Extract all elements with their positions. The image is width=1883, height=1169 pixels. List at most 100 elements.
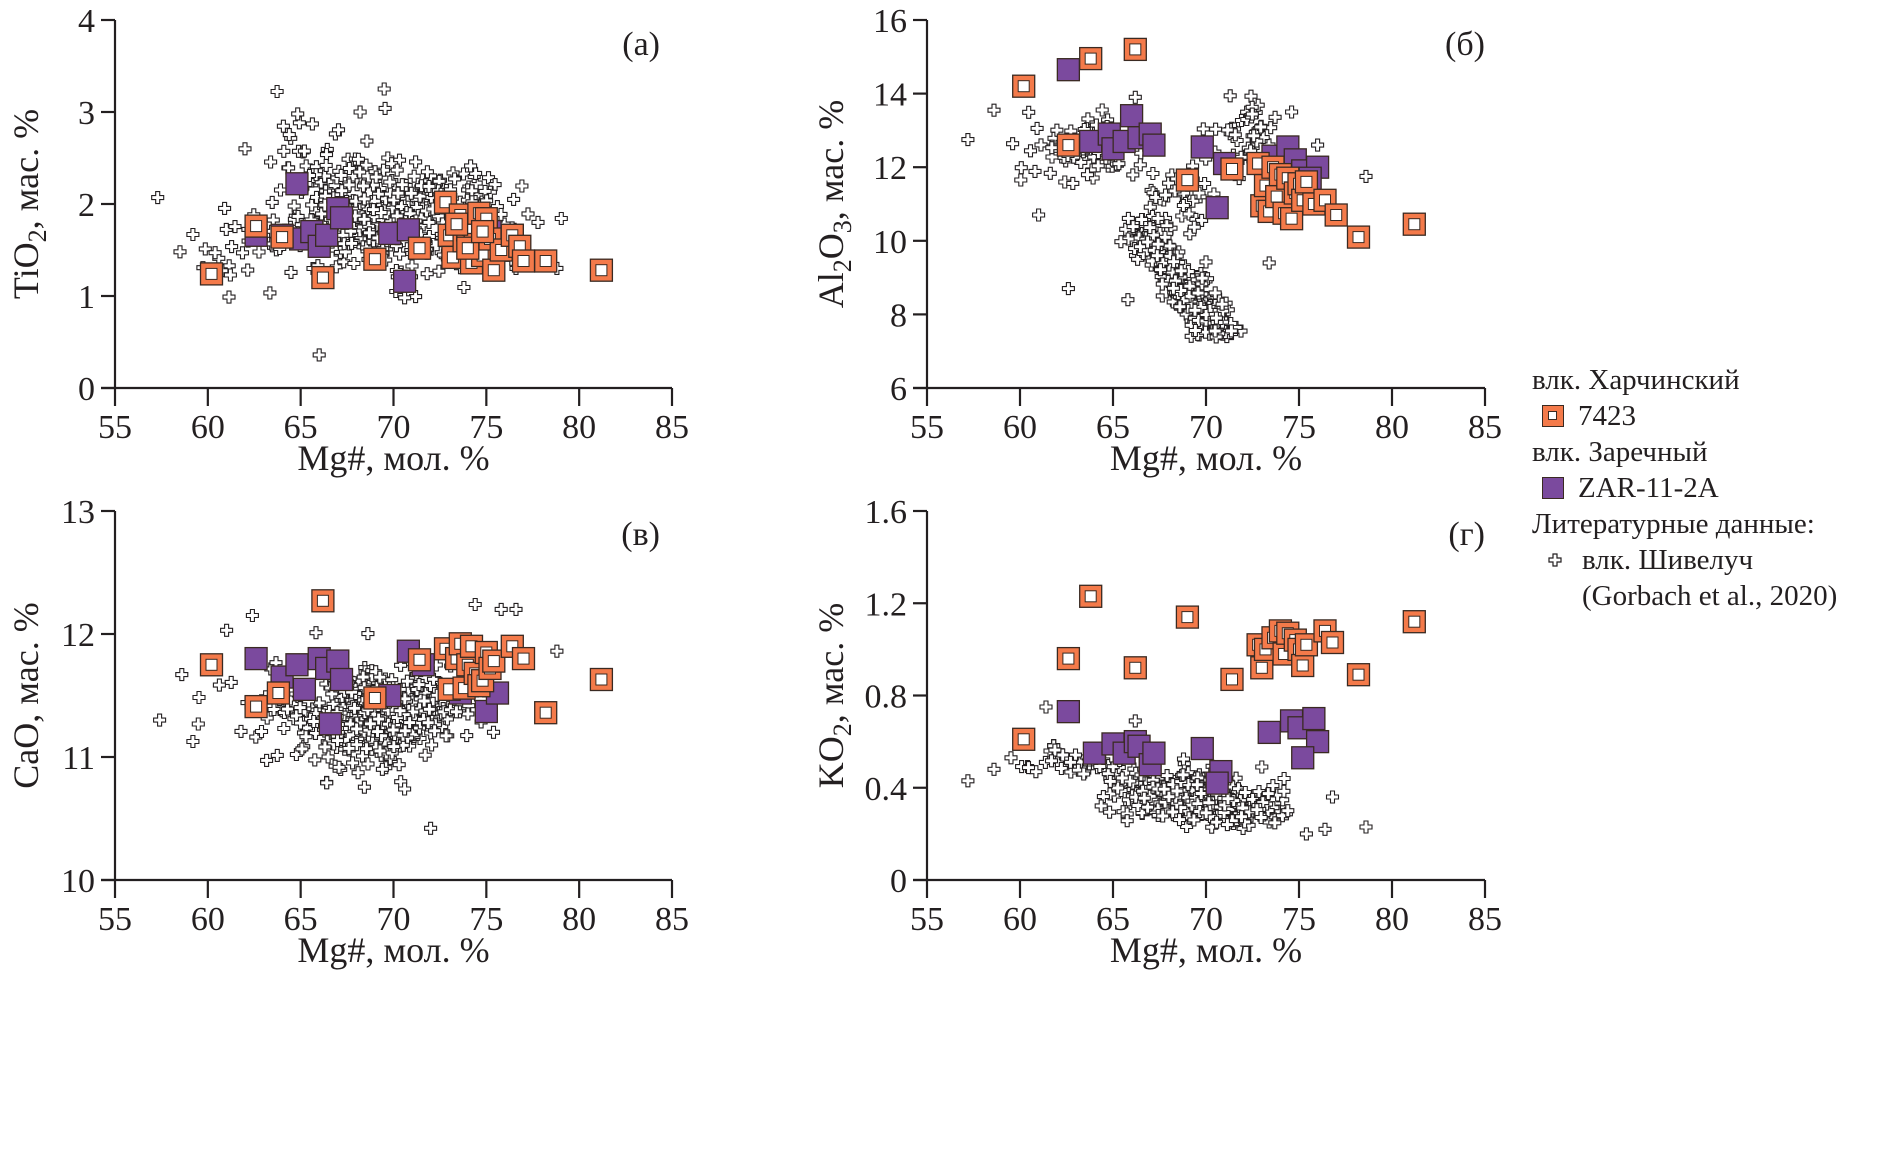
cross-point bbox=[238, 142, 252, 156]
filled-square-point bbox=[285, 653, 309, 677]
cross-point bbox=[175, 668, 189, 682]
cross-point bbox=[305, 117, 319, 131]
cross-point bbox=[234, 724, 248, 738]
x-tick-label: 65 bbox=[1096, 409, 1130, 446]
y-tick-label: 1.2 bbox=[865, 586, 908, 623]
y-axis-title-part: Al bbox=[811, 272, 851, 308]
cross-point bbox=[369, 170, 383, 184]
cross-point bbox=[308, 726, 323, 740]
open-square-point bbox=[1294, 633, 1319, 657]
y-axis-title-part: O bbox=[811, 233, 851, 259]
legend-group-kharchinsky-title: влк. Харчинский bbox=[1532, 362, 1837, 398]
cross-point bbox=[1247, 129, 1261, 143]
y-axis-title-part: , мас. % bbox=[6, 602, 46, 722]
x-tick-label: 70 bbox=[377, 409, 411, 446]
y-axis-title-subscript: 3 bbox=[828, 220, 857, 233]
cross-point bbox=[1359, 169, 1373, 183]
cross-point bbox=[351, 152, 365, 166]
cross-point bbox=[332, 760, 346, 774]
cross-point bbox=[1121, 293, 1135, 307]
legend: влк. Харчинский 7423 влк. Заречный ZAR-1… bbox=[1532, 362, 1837, 614]
cross-point bbox=[312, 348, 326, 362]
filled-square-point bbox=[1302, 706, 1326, 731]
y-axis-title-subscript: 2 bbox=[828, 723, 857, 736]
cross-point bbox=[961, 133, 975, 147]
cross-point bbox=[1043, 166, 1057, 180]
x-axis-title: Mg#, мол. % bbox=[297, 438, 489, 478]
cross-point bbox=[1208, 286, 1222, 300]
open-square-point bbox=[270, 225, 294, 249]
open-square-point bbox=[1220, 667, 1244, 692]
cross-point bbox=[356, 179, 370, 193]
cross-point bbox=[1137, 791, 1151, 805]
y-tick-label: 0.8 bbox=[865, 679, 908, 716]
legend-group-zarechny-title: влк. Заречный bbox=[1532, 434, 1837, 470]
cross-point bbox=[360, 134, 374, 148]
cross-point bbox=[277, 144, 291, 158]
cross-point bbox=[409, 155, 423, 169]
cross-point bbox=[390, 163, 404, 177]
cross-point bbox=[1199, 806, 1213, 820]
y-axis-title-subscript: 2 bbox=[23, 229, 52, 242]
cross-point bbox=[225, 240, 239, 254]
cross-point bbox=[378, 101, 392, 115]
open-square-point bbox=[1079, 46, 1103, 71]
cross-point bbox=[1205, 820, 1219, 834]
cross-point bbox=[422, 702, 436, 716]
cross-point bbox=[393, 704, 407, 718]
cross-point bbox=[1112, 157, 1126, 171]
x-tick-label: 80 bbox=[562, 901, 596, 938]
cross-point bbox=[439, 729, 453, 743]
cross-point bbox=[961, 774, 975, 788]
open-square-point bbox=[1346, 663, 1371, 687]
cross-point bbox=[1151, 237, 1165, 251]
cross-point bbox=[1172, 813, 1187, 827]
open-square-point bbox=[266, 681, 291, 705]
cross-point bbox=[1096, 790, 1110, 804]
cross-point bbox=[270, 748, 284, 762]
open-square-point bbox=[363, 247, 387, 271]
y-axis-title-part: KO bbox=[811, 736, 851, 788]
cross-point bbox=[212, 678, 226, 692]
open-square-point bbox=[1220, 157, 1244, 181]
cross-point bbox=[342, 741, 356, 755]
cross-point bbox=[1234, 810, 1249, 824]
cross-point bbox=[372, 712, 386, 726]
cross-point bbox=[338, 245, 352, 259]
x-axis-title: Mg#, мол. % bbox=[1110, 438, 1302, 478]
cross-point bbox=[260, 753, 274, 767]
y-tick-label: 8 bbox=[890, 297, 907, 334]
cross-point bbox=[1023, 144, 1038, 158]
cross-point bbox=[1126, 220, 1140, 234]
cross-point bbox=[420, 165, 434, 179]
legend-item-zar: ZAR-11-2A bbox=[1532, 470, 1837, 506]
panel-al2o3: 55 60 65 70 75 80 85 6 8 10 12 14 16 Mg#, мол. % Al2O3… bbox=[811, 3, 1502, 478]
cross-point bbox=[1126, 168, 1140, 182]
x-tick-label: 55 bbox=[910, 409, 944, 446]
cross-point bbox=[249, 730, 263, 744]
cross-point bbox=[460, 729, 474, 743]
cross-point bbox=[263, 286, 277, 300]
x-tick-label: 65 bbox=[284, 409, 318, 446]
open-square-point bbox=[1123, 37, 1147, 62]
cross-point bbox=[307, 714, 321, 729]
cross-point bbox=[1359, 820, 1373, 834]
cross-point bbox=[293, 716, 308, 730]
cross-point bbox=[1155, 277, 1169, 291]
cross-point bbox=[1061, 282, 1075, 296]
cross-point bbox=[488, 178, 502, 192]
cross-point bbox=[284, 265, 298, 279]
cross-point bbox=[1223, 89, 1237, 103]
cross-point bbox=[337, 255, 351, 269]
y-tick-label: 10 bbox=[61, 863, 95, 900]
cross-point bbox=[1146, 166, 1160, 181]
cross-point bbox=[305, 198, 319, 212]
cross-point bbox=[1209, 311, 1223, 325]
filled-square-point bbox=[1257, 720, 1281, 745]
open-square-point bbox=[1291, 653, 1315, 678]
cross-point bbox=[297, 144, 311, 158]
cross-point bbox=[449, 705, 463, 719]
cross-point bbox=[334, 168, 348, 182]
cross-point bbox=[1131, 252, 1145, 266]
cross-point bbox=[291, 107, 305, 121]
